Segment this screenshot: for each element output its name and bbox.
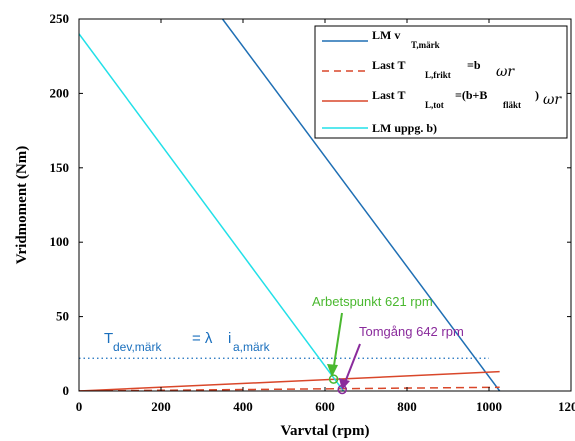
plot-frame (78, 18, 572, 392)
y-tick-label: 150 (50, 160, 70, 175)
legend-label-1: Last T (372, 58, 405, 72)
legend-box (314, 25, 568, 139)
x-tick-label: 1000 (476, 399, 502, 414)
annotation-tomgang-arrowhead (339, 378, 350, 390)
ref-sub1: dev,märk (113, 340, 162, 354)
legend-label-2: Last T (372, 88, 405, 102)
annotation-tomgang-label: Tomgång 642 rpm (359, 324, 464, 339)
ref-eq: = λ (192, 330, 213, 347)
legend-sub2-2: fläkt (503, 100, 521, 110)
x-tick-label: 600 (315, 399, 335, 414)
reference-label: T dev,märk = λ i a,märk (104, 330, 271, 354)
x-tick-label: 200 (151, 399, 171, 414)
y-tick-label: 250 (50, 11, 70, 26)
y-tick-label: 0 (63, 383, 70, 398)
annotation-tomgang: Tomgång 642 rpm (339, 324, 464, 390)
legend-sub-2: L,tot (425, 100, 444, 110)
legend-omega-2: ωr (543, 92, 562, 108)
legend-sub-1: L,frikt (425, 70, 451, 80)
y-tick-label: 200 (50, 85, 70, 100)
annotation-arbetspunkt-label: Arbetspunkt 621 rpm (312, 294, 433, 309)
legend-sub-0: T,märk (411, 40, 440, 50)
series-line-0 (221, 19, 501, 391)
legend-label-0: LM v (372, 28, 400, 42)
x-axis-title: Varvtal (rpm) (280, 423, 369, 439)
series-line-2 (79, 370, 500, 391)
y-tick-label: 100 (50, 234, 70, 249)
annotation-tomgang-arrow (343, 343, 361, 386)
series-line-3 (79, 33, 345, 391)
point-marker-0 (328, 374, 339, 384)
ref-sub2: a,märk (233, 340, 271, 354)
annotation-arbetspunkt-arrowhead (327, 364, 338, 377)
marked-points (328, 374, 347, 395)
point-marker-1 (337, 384, 347, 395)
y-axis-title: Vridmoment (Nm) (14, 146, 30, 264)
legend-tail-2: =(b+B (455, 88, 487, 102)
series-line-1 (79, 386, 500, 391)
x-tick-label: 400 (233, 399, 253, 414)
series-lines (79, 19, 501, 391)
annotation-arbetspunkt-arrow (332, 312, 343, 373)
ref-t: T (104, 330, 113, 347)
legend-tail-1: =b (467, 58, 481, 72)
legend-label-3: LM uppg. b) (372, 121, 437, 135)
legend: LM v T,märk Last T L,frikt =b ωr Last T … (314, 25, 568, 139)
x-tick-label: 0 (76, 399, 83, 414)
x-tick-label: 800 (397, 399, 417, 414)
annotation-arbetspunkt: Arbetspunkt 621 rpm (312, 294, 433, 377)
ref-i: i (228, 330, 231, 347)
y-tick-label: 50 (56, 309, 69, 324)
legend-omega-1: ωr (496, 64, 515, 80)
legend-tail2-2: ) (535, 88, 539, 102)
